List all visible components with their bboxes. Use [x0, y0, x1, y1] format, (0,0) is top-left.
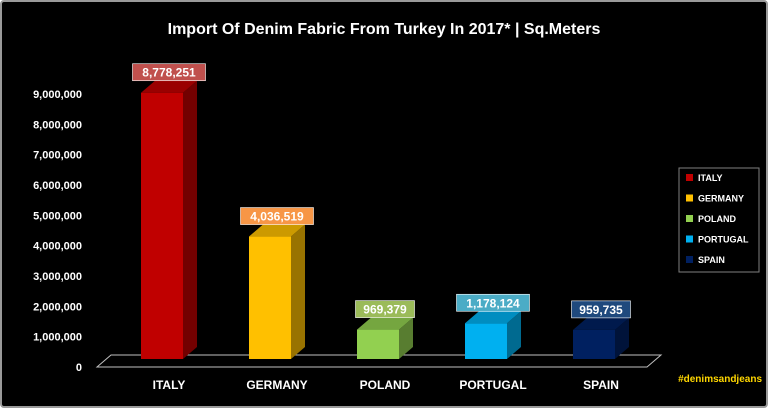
- x-tick-label: GERMANY: [246, 378, 307, 392]
- bar-top: [573, 317, 629, 330]
- y-tick-label: 7,000,000: [33, 150, 82, 162]
- data-label-box: [355, 300, 415, 318]
- y-tick-label: 3,000,000: [33, 271, 82, 283]
- legend-item: POLAND: [698, 214, 737, 224]
- bar-side: [291, 224, 305, 359]
- chart-floor: [95, 354, 663, 368]
- bar: [357, 329, 399, 359]
- data-label: 4,036,519: [250, 210, 304, 224]
- bar-top: [249, 224, 305, 237]
- x-tick-label: SPAIN: [583, 378, 619, 392]
- y-tick-label: 0: [76, 362, 82, 374]
- y-tick-label: 4,000,000: [33, 241, 82, 253]
- legend-swatch: [686, 215, 693, 222]
- y-tick-label: 8,000,000: [33, 119, 82, 131]
- legend-item: SPAIN: [698, 255, 725, 265]
- data-label-box: [132, 63, 206, 82]
- bar-top: [141, 80, 197, 93]
- legend-swatch: [686, 194, 693, 202]
- bar-side: [615, 317, 629, 359]
- bar: [465, 323, 507, 359]
- y-tick-label: 6,000,000: [33, 180, 82, 192]
- bar-top: [357, 317, 413, 330]
- data-label: 959,735: [579, 303, 623, 317]
- x-tick-label: ITALY: [153, 378, 186, 392]
- bar-side: [183, 80, 197, 360]
- bar-side: [507, 311, 521, 359]
- x-tick-label: PORTUGAL: [459, 378, 526, 392]
- watermark: #denimsandjeans: [678, 374, 762, 385]
- data-label-box: [571, 300, 631, 319]
- data-label-box: [456, 293, 530, 312]
- legend-item: ITALY: [698, 173, 723, 183]
- legend-swatch: [686, 174, 693, 181]
- legend-item: PORTUGAL: [698, 235, 749, 245]
- y-tick-label: 2,000,000: [33, 301, 82, 313]
- bar: [141, 92, 183, 360]
- legend-swatch: [686, 235, 693, 243]
- legend-item: GERMANY: [698, 194, 744, 204]
- bar: [573, 329, 615, 359]
- legend-swatch: [686, 256, 693, 263]
- data-label: 1,178,124: [466, 296, 520, 310]
- data-label: 8,778,251: [142, 66, 196, 80]
- chart-title: Import Of Denim Fabric From Turkey In 20…: [168, 21, 601, 38]
- data-label-box: [240, 207, 314, 225]
- bar: [249, 236, 291, 359]
- x-tick-label: POLAND: [360, 378, 411, 392]
- y-tick-label: 9,000,000: [33, 89, 82, 101]
- bar-top: [465, 311, 521, 324]
- y-tick-label: 5,000,000: [33, 210, 82, 222]
- data-label: 969,379: [363, 303, 407, 317]
- y-tick-label: 1,000,000: [33, 332, 82, 344]
- bar-side: [399, 317, 413, 359]
